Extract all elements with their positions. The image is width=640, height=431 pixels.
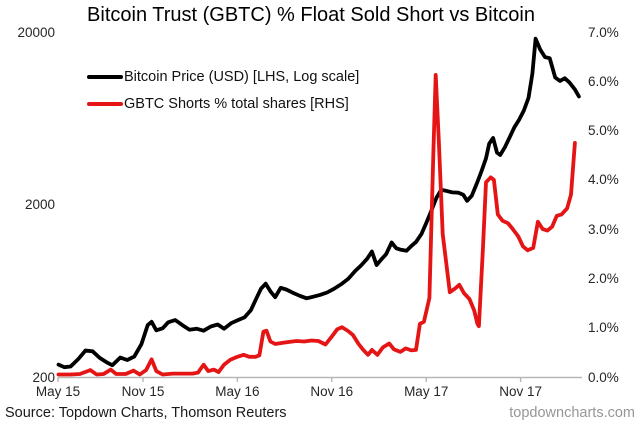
legend-item-gbtc-shorts: GBTC Shorts % total shares [RHS]	[87, 93, 359, 115]
right-axis-tick-label: 7.0%	[588, 24, 619, 40]
legend-item-bitcoin-price: Bitcoin Price (USD) [LHS, Log scale]	[87, 66, 359, 88]
x-axis-tick-label: Nov 17	[499, 384, 543, 399]
chart-title: Bitcoin Trust (GBTC) % Float Sold Short …	[87, 4, 535, 26]
x-axis-tick-label: May 15	[35, 384, 81, 399]
right-axis-tick-label: 2.0%	[588, 270, 619, 286]
gbtc-shorts-line	[56, 73, 577, 377]
right-axis-tick-label: 3.0%	[588, 221, 619, 237]
legend-label-bitcoin-price: Bitcoin Price (USD) [LHS, Log scale]	[124, 69, 360, 85]
right-axis-tick-label: 6.0%	[588, 73, 619, 89]
right-axis-tick-label: 4.0%	[588, 172, 619, 188]
legend-swatch-gbtc-shorts	[87, 101, 123, 107]
right-axis-tick-label: 1.0%	[588, 320, 619, 336]
left-axis-tick-label: 2000	[24, 197, 55, 212]
bitcoin-price-line	[56, 36, 581, 370]
legend-swatch-bitcoin-price	[87, 74, 123, 80]
legend: Bitcoin Price (USD) [LHS, Log scale] GBT…	[87, 66, 359, 120]
x-axis-tick-label: May 17	[404, 384, 449, 399]
x-axis-tick-label: Nov 15	[121, 384, 165, 399]
legend-label-gbtc-shorts: GBTC Shorts % total shares [RHS]	[124, 96, 349, 112]
left-axis-tick-label: 200	[32, 369, 55, 385]
x-axis-tick-label: Nov 16	[310, 384, 354, 399]
left-axis-tick-label: 20000	[17, 24, 55, 40]
right-axis-tick-label: 5.0%	[588, 123, 619, 139]
website-note: topdowncharts.com	[509, 405, 635, 421]
source-note: Source: Topdown Charts, Thomson Reuters	[5, 405, 287, 421]
right-axis-tick-label: 0.0%	[588, 369, 619, 385]
x-axis-ticks	[57, 377, 522, 382]
x-axis-tick-label: May 16	[215, 384, 260, 399]
